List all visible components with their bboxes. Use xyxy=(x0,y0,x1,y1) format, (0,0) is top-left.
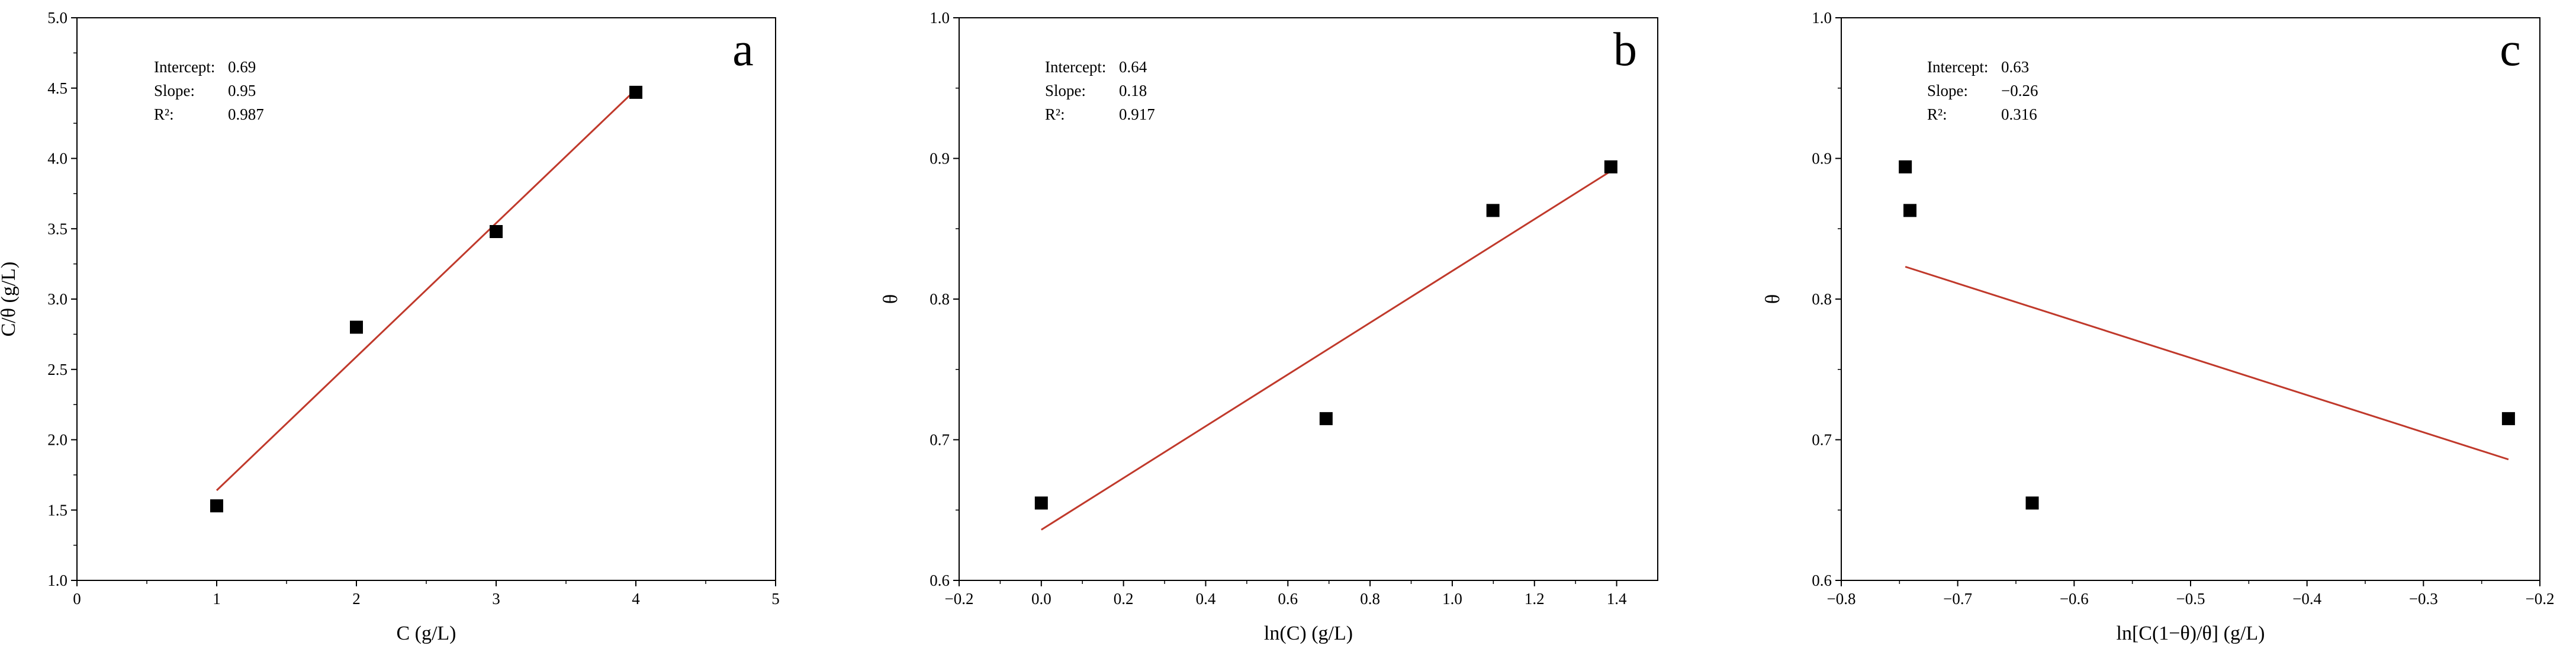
x-tick-label: 1 xyxy=(213,590,221,608)
y-tick-label: 1.0 xyxy=(47,572,67,589)
plot-frame xyxy=(1841,17,2540,581)
chart-panel-c: −0.8 −0.7 −0.6 −0.5 −0.4 −0.3 −0.2 0.6 0.7 0.8 0.9… xyxy=(1762,9,2554,644)
fit-line xyxy=(216,89,637,492)
y-tick-label: 0.7 xyxy=(1812,431,1832,449)
stat-value: −0.26 xyxy=(2001,82,2038,99)
y-tick-label: 2.0 xyxy=(47,431,67,449)
x-tick-label: −0.3 xyxy=(2409,590,2438,608)
panel-letter: b xyxy=(1613,24,1637,76)
x-tick-label: 0.8 xyxy=(1360,590,1380,608)
x-tick-label: −0.5 xyxy=(2176,590,2205,608)
data-point xyxy=(210,499,223,513)
y-tick-label: 3.5 xyxy=(47,220,67,237)
x-axis-label: ln[C(1−θ)/θ] (g/L) xyxy=(2117,622,2265,644)
x-tick-label: −0.7 xyxy=(1943,590,1972,608)
x-tick-label: 0.4 xyxy=(1196,590,1216,608)
chart-panel-b: −0.2 0.0 0.2 0.4 0.6 0.8 1.0 1.2 1.4 0.6 0.7 0.8 0.9… xyxy=(880,9,1658,644)
y-tick-label: 0.8 xyxy=(1812,290,1832,308)
stat-label: R²: xyxy=(154,105,174,123)
x-tick-label: −0.4 xyxy=(2292,590,2321,608)
stat-value: 0.69 xyxy=(228,58,256,76)
y-axis-label: C/θ (g/L) xyxy=(0,262,20,337)
y-tick-label: 1.0 xyxy=(930,9,950,27)
stat-value: 0.917 xyxy=(1119,105,1155,123)
y-tick-label: 1.5 xyxy=(47,501,67,519)
stat-value: 0.64 xyxy=(1119,58,1147,76)
data-point xyxy=(2501,412,2515,425)
x-tick-label: 1.0 xyxy=(1442,590,1462,608)
panel-letter: a xyxy=(732,24,754,76)
x-tick-label: 0.2 xyxy=(1114,590,1134,608)
x-tick-label: 1.2 xyxy=(1525,590,1545,608)
x-tick-label: 0.0 xyxy=(1031,590,1051,608)
stat-value: 0.18 xyxy=(1119,82,1147,99)
x-axis-label: ln(C) (g/L) xyxy=(1264,622,1353,644)
panel-letter: c xyxy=(2500,24,2521,76)
stat-label: Slope: xyxy=(1927,82,1968,99)
stat-label: Intercept: xyxy=(1927,58,1988,76)
x-tick-label: 0.6 xyxy=(1278,590,1298,608)
fit-line xyxy=(1905,265,2509,461)
stat-label: Intercept: xyxy=(154,58,215,76)
y-tick-label: 0.6 xyxy=(1812,572,1832,589)
plot-frame xyxy=(959,17,1658,581)
y-tick-label: 5.0 xyxy=(47,9,67,27)
data-point xyxy=(1903,204,1917,217)
y-tick-label: 4.0 xyxy=(47,150,67,168)
data-point xyxy=(350,320,363,334)
data-point xyxy=(1604,160,1617,174)
stat-value: 0.95 xyxy=(228,82,256,99)
data-point xyxy=(1486,204,1500,217)
stat-label: R²: xyxy=(1927,105,1947,123)
stat-label: Slope: xyxy=(1045,82,1086,99)
y-tick-label: 0.9 xyxy=(1812,150,1832,168)
stat-value: 0.987 xyxy=(228,105,264,123)
y-tick-label: 0.8 xyxy=(930,290,950,308)
y-tick-label: 2.5 xyxy=(47,361,67,378)
y-tick-label: 1.0 xyxy=(1812,9,1832,27)
y-tick-label: 0.7 xyxy=(930,431,950,449)
data-point xyxy=(490,225,503,238)
y-tick-label: 0.9 xyxy=(930,150,950,168)
data-point xyxy=(629,85,642,99)
data-point xyxy=(1899,160,1912,174)
chart-panel-a: 0 1 2 3 4 5 1.0 1.5 2.0 2.5 3.0 3.5 4.0 4.5 5.0 C (g/L)… xyxy=(0,9,780,644)
x-axis-label: C (g/L) xyxy=(396,622,456,644)
x-tick-label: 2 xyxy=(352,590,361,608)
x-tick-label: −0.6 xyxy=(2060,590,2089,608)
x-tick-label: 3 xyxy=(492,590,500,608)
x-tick-label: −0.2 xyxy=(945,590,974,608)
stat-value: 0.63 xyxy=(2001,58,2029,76)
y-tick-label: 4.5 xyxy=(47,79,67,97)
y-axis-label: θ xyxy=(880,294,902,304)
y-tick-label: 3.0 xyxy=(47,290,67,308)
x-tick-label: −0.8 xyxy=(1827,590,1856,608)
stat-label: R²: xyxy=(1045,105,1065,123)
plot-frame xyxy=(76,17,776,581)
x-tick-label: 5 xyxy=(771,590,780,608)
x-tick-label: 4 xyxy=(632,590,640,608)
fit-line xyxy=(1041,170,1612,531)
stat-label: Intercept: xyxy=(1045,58,1106,76)
data-point xyxy=(2025,496,2039,510)
data-point xyxy=(1319,412,1333,425)
x-tick-label: −0.2 xyxy=(2526,590,2555,608)
x-tick-label: 0 xyxy=(73,590,81,608)
y-tick-label: 0.6 xyxy=(930,572,950,589)
x-tick-label: 1.4 xyxy=(1607,590,1627,608)
data-point xyxy=(1034,496,1048,510)
y-axis-label: θ xyxy=(1762,294,1784,304)
stat-label: Slope: xyxy=(154,82,195,99)
stat-value: 0.316 xyxy=(2001,105,2037,123)
